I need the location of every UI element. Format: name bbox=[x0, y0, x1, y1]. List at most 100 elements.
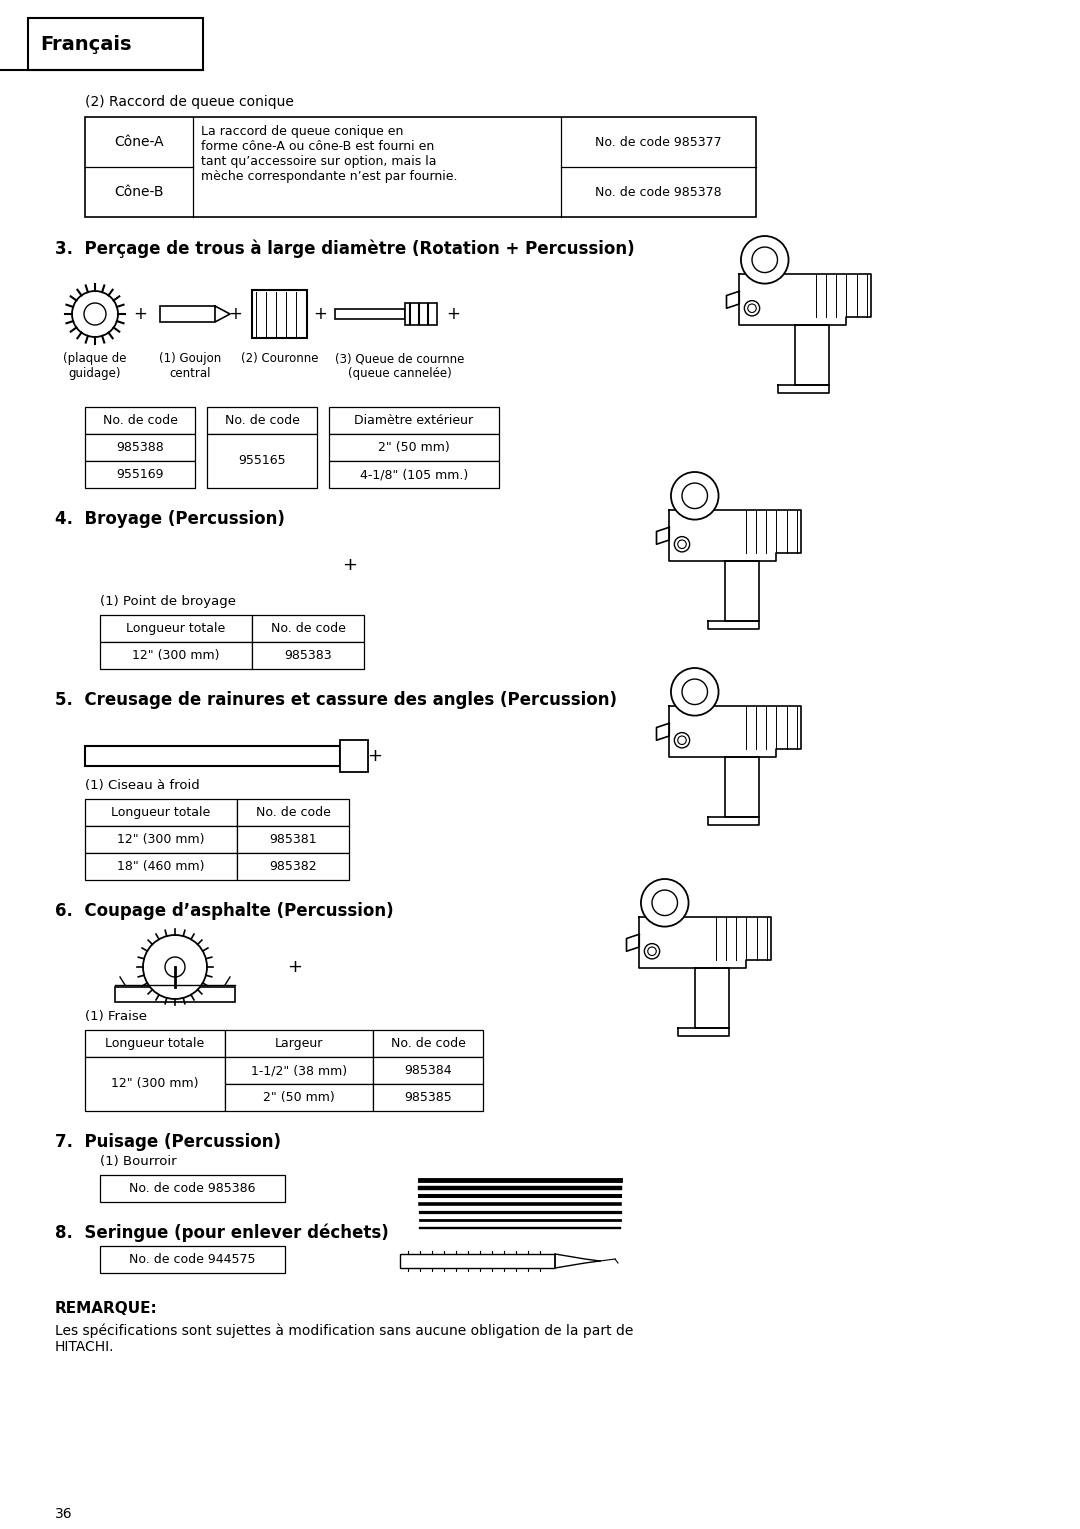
Bar bbox=[85, 800, 237, 826]
Text: No. de code 944575: No. de code 944575 bbox=[130, 1252, 256, 1266]
Bar bbox=[100, 615, 252, 642]
Text: Longueur totale: Longueur totale bbox=[126, 622, 226, 635]
Text: 6.  Coupage d’asphalte (Percussion): 6. Coupage d’asphalte (Percussion) bbox=[55, 902, 393, 920]
Circle shape bbox=[747, 304, 756, 312]
Text: 12" (300 mm): 12" (300 mm) bbox=[132, 648, 219, 662]
Polygon shape bbox=[725, 757, 758, 816]
Text: Diamètre extérieur: Diamètre extérieur bbox=[354, 414, 473, 427]
Text: Cône-A: Cône-A bbox=[114, 135, 164, 148]
Text: +: + bbox=[313, 304, 327, 323]
Circle shape bbox=[741, 235, 788, 283]
Text: La raccord de queue conique en
forme cône-A ou cône-B est fourni en
tant qu’acce: La raccord de queue conique en forme côn… bbox=[201, 125, 458, 183]
Text: 5.  Creusage de rainures et cassure des angles (Percussion): 5. Creusage de rainures et cassure des a… bbox=[55, 691, 617, 709]
Bar bbox=[207, 434, 318, 488]
Text: Largeur: Largeur bbox=[274, 1037, 323, 1050]
Text: No. de code 985378: No. de code 985378 bbox=[595, 185, 721, 199]
Circle shape bbox=[648, 946, 657, 956]
Bar bbox=[85, 434, 195, 462]
Bar bbox=[329, 462, 499, 488]
Polygon shape bbox=[677, 1027, 729, 1037]
Text: 985381: 985381 bbox=[269, 833, 316, 846]
Bar bbox=[340, 740, 368, 772]
Circle shape bbox=[640, 879, 689, 927]
Text: (1) Goujon
central: (1) Goujon central bbox=[159, 352, 221, 381]
Text: (1) Fraise: (1) Fraise bbox=[85, 1011, 147, 1023]
Text: 36: 36 bbox=[55, 1508, 72, 1521]
Polygon shape bbox=[657, 528, 670, 544]
Polygon shape bbox=[795, 326, 828, 385]
Polygon shape bbox=[739, 274, 870, 326]
Bar bbox=[85, 853, 237, 881]
Bar bbox=[335, 309, 405, 320]
Text: (3) Queue de cournne
(queue cannelée): (3) Queue de cournne (queue cannelée) bbox=[335, 352, 464, 381]
Text: No. de code: No. de code bbox=[256, 806, 330, 820]
Text: 985383: 985383 bbox=[284, 648, 332, 662]
Circle shape bbox=[143, 936, 207, 998]
Circle shape bbox=[652, 890, 677, 916]
Bar bbox=[237, 853, 349, 881]
Circle shape bbox=[674, 732, 690, 748]
Text: 12" (300 mm): 12" (300 mm) bbox=[118, 833, 205, 846]
Text: 955165: 955165 bbox=[239, 454, 286, 468]
Text: No. de code: No. de code bbox=[225, 414, 299, 427]
Polygon shape bbox=[707, 621, 758, 630]
Text: (2) Raccord de queue conique: (2) Raccord de queue conique bbox=[85, 95, 294, 109]
Bar bbox=[373, 1031, 483, 1057]
Text: 985385: 985385 bbox=[404, 1092, 451, 1104]
Bar bbox=[160, 306, 215, 323]
Circle shape bbox=[674, 537, 690, 552]
Bar bbox=[252, 615, 364, 642]
Bar bbox=[28, 18, 203, 70]
Bar bbox=[85, 118, 756, 217]
Text: 985384: 985384 bbox=[404, 1064, 451, 1076]
Text: 2" (50 mm): 2" (50 mm) bbox=[378, 440, 450, 454]
Circle shape bbox=[678, 540, 686, 549]
Text: +: + bbox=[287, 959, 302, 976]
Bar bbox=[252, 291, 307, 338]
Bar bbox=[252, 642, 364, 670]
Polygon shape bbox=[694, 968, 729, 1027]
Bar bbox=[373, 1084, 483, 1112]
Bar bbox=[85, 746, 340, 766]
Circle shape bbox=[681, 483, 707, 509]
Bar bbox=[329, 434, 499, 462]
Circle shape bbox=[678, 735, 686, 745]
Text: 3.  Perçage de trous à large diamètre (Rotation + Percussion): 3. Perçage de trous à large diamètre (Ro… bbox=[55, 239, 635, 257]
Text: No. de code 985386: No. de code 985386 bbox=[130, 1182, 256, 1196]
Text: (2) Couronne: (2) Couronne bbox=[241, 352, 319, 365]
Polygon shape bbox=[657, 723, 670, 740]
Text: No. de code 985377: No. de code 985377 bbox=[595, 136, 721, 148]
Text: 955169: 955169 bbox=[117, 468, 164, 482]
Polygon shape bbox=[215, 306, 230, 323]
Bar bbox=[85, 1057, 225, 1112]
Bar bbox=[207, 407, 318, 434]
Bar bbox=[237, 826, 349, 853]
Circle shape bbox=[681, 679, 707, 705]
Bar bbox=[85, 1031, 225, 1057]
Text: Les spécifications sont sujettes à modification sans aucune obligation de la par: Les spécifications sont sujettes à modif… bbox=[55, 1323, 633, 1353]
Text: Français: Français bbox=[40, 35, 132, 55]
Bar bbox=[225, 1084, 373, 1112]
Circle shape bbox=[165, 957, 185, 977]
Circle shape bbox=[671, 472, 718, 520]
Text: Longueur totale: Longueur totale bbox=[111, 806, 211, 820]
Bar bbox=[100, 642, 252, 670]
Text: 8.  Seringue (pour enlever déchets): 8. Seringue (pour enlever déchets) bbox=[55, 1225, 389, 1243]
Circle shape bbox=[752, 248, 778, 272]
Text: No. de code: No. de code bbox=[271, 622, 346, 635]
Circle shape bbox=[645, 943, 660, 959]
Text: +: + bbox=[228, 304, 242, 323]
Text: +: + bbox=[342, 557, 357, 573]
Polygon shape bbox=[639, 917, 771, 968]
Bar bbox=[400, 1254, 555, 1268]
Text: No. de code: No. de code bbox=[391, 1037, 465, 1050]
Bar bbox=[100, 1174, 285, 1202]
Text: 985388: 985388 bbox=[117, 440, 164, 454]
Polygon shape bbox=[727, 291, 739, 309]
Polygon shape bbox=[626, 934, 639, 951]
Bar bbox=[237, 800, 349, 826]
Text: 12" (300 mm): 12" (300 mm) bbox=[111, 1078, 199, 1090]
Polygon shape bbox=[670, 706, 801, 757]
Text: 2" (50 mm): 2" (50 mm) bbox=[264, 1092, 335, 1104]
Bar bbox=[373, 1057, 483, 1084]
